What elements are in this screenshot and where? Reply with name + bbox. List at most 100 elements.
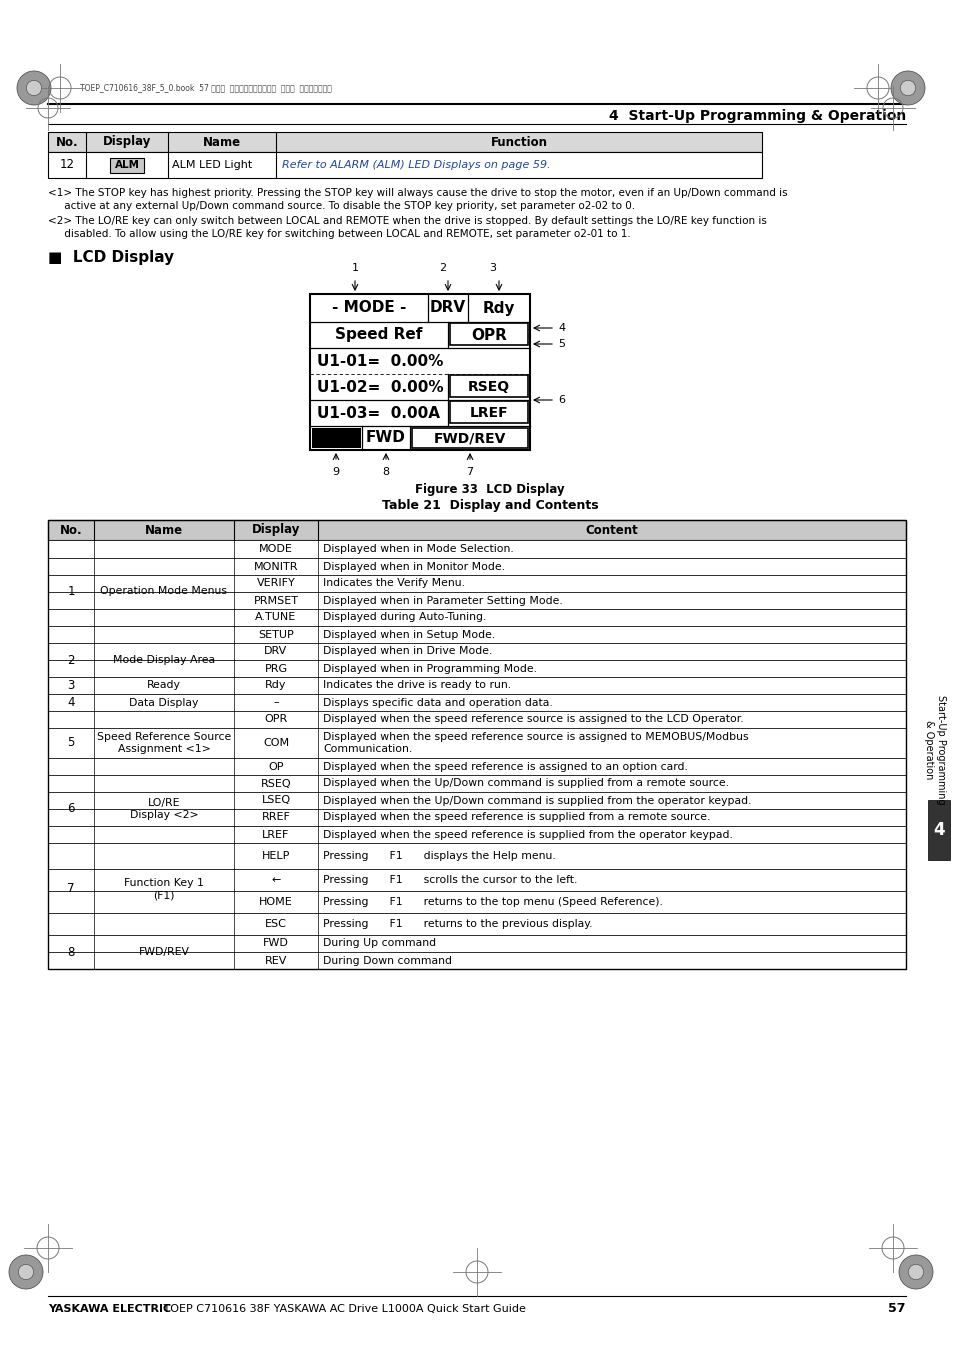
Bar [48, 825, 905, 843]
Text: Displayed during Auto-Tuning.: Displayed during Auto-Tuning. [323, 612, 486, 623]
Text: ESC: ESC [265, 919, 287, 929]
Bar [48, 843, 905, 869]
Text: Displayed when in Programming Mode.: Displayed when in Programming Mode. [323, 663, 537, 674]
Bar [48, 592, 905, 609]
Text: ALM LED Light: ALM LED Light [172, 159, 252, 170]
Text: TOEP_C710616_38F_5_0.book  57 ページ  ２０１３年１２月４日  水曜日  午前９時５６分: TOEP_C710616_38F_5_0.book 57 ページ ２０１３年１２… [80, 84, 332, 92]
Text: Pressing      F1      returns to the previous display.: Pressing F1 returns to the previous disp… [323, 919, 592, 929]
Text: 6: 6 [558, 394, 564, 405]
Text: VERIFY: VERIFY [256, 578, 295, 589]
Text: ALM: ALM [114, 159, 139, 170]
Text: 7: 7 [67, 882, 74, 896]
Text: Indicates the drive is ready to run.: Indicates the drive is ready to run. [323, 681, 511, 690]
Text: During Down command: During Down command [323, 955, 452, 966]
Text: RSEQ: RSEQ [468, 380, 510, 394]
Text: 7: 7 [466, 467, 473, 477]
Text: Rdy: Rdy [482, 300, 515, 316]
Bar [48, 677, 905, 694]
Text: OPR: OPR [264, 715, 287, 724]
Text: Name: Name [145, 523, 183, 536]
Text: Displayed when the speed reference source is assigned to MEMOBUS/Modbus
Communic: Displayed when the speed reference sourc… [323, 732, 748, 754]
Bar [450, 323, 527, 345]
Text: Displayed when in Parameter Setting Mode.: Displayed when in Parameter Setting Mode… [323, 596, 562, 605]
Text: 12: 12 [59, 158, 74, 172]
Text: 1: 1 [351, 263, 358, 273]
Text: Displayed when the speed reference is supplied from the operator keypad.: Displayed when the speed reference is su… [323, 830, 732, 839]
Text: –: – [273, 697, 278, 708]
Text: 3: 3 [489, 263, 496, 273]
Bar [48, 661, 905, 677]
Text: Displayed when in Mode Selection.: Displayed when in Mode Selection. [323, 544, 514, 554]
Text: Display: Display [103, 135, 151, 149]
Text: TOEP C710616 38F YASKAWA AC Drive L1000A Quick Start Guide: TOEP C710616 38F YASKAWA AC Drive L1000A… [160, 1304, 525, 1315]
Text: ■  LCD Display: ■ LCD Display [48, 250, 174, 265]
Text: Displayed when the speed reference is assigned to an option card.: Displayed when the speed reference is as… [323, 762, 687, 771]
Text: 4: 4 [558, 323, 564, 332]
Circle shape [907, 1265, 923, 1279]
Bar [48, 809, 905, 825]
Text: 9: 9 [332, 467, 339, 477]
Text: Displayed when in Setup Mode.: Displayed when in Setup Mode. [323, 630, 495, 639]
Bar [48, 892, 905, 913]
Text: Displays specific data and operation data.: Displays specific data and operation dat… [323, 697, 552, 708]
Text: Name: Name [203, 135, 241, 149]
Text: LREF: LREF [469, 407, 508, 420]
Text: DRV: DRV [264, 647, 287, 657]
Text: 2: 2 [67, 654, 74, 666]
Bar [48, 576, 905, 592]
Text: <1> The STOP key has highest priority. Pressing the STOP key will always cause t: <1> The STOP key has highest priority. P… [48, 188, 787, 211]
Text: Content: Content [585, 523, 638, 536]
Text: 5: 5 [68, 736, 74, 750]
Bar [48, 520, 905, 540]
Text: PRG: PRG [264, 663, 287, 674]
Text: Refer to ALARM (ALM) LED Displays on page 59.: Refer to ALARM (ALM) LED Displays on pag… [282, 159, 550, 170]
Text: 8: 8 [382, 467, 389, 477]
Bar [48, 626, 905, 643]
Bar [48, 935, 905, 952]
Bar [312, 428, 360, 449]
Text: Mode Display Area: Mode Display Area [112, 655, 214, 665]
Bar [48, 694, 905, 711]
Text: U1-01=  0.00%: U1-01= 0.00% [316, 354, 443, 369]
Text: During Up command: During Up command [323, 939, 436, 948]
Text: No.: No. [55, 135, 78, 149]
Text: Displayed when in Monitor Mode.: Displayed when in Monitor Mode. [323, 562, 504, 571]
Bar [48, 728, 905, 758]
Text: Table 21  Display and Contents: Table 21 Display and Contents [381, 500, 598, 512]
Text: Ready: Ready [147, 681, 181, 690]
Text: <2> The LO/RE key can only switch between LOCAL and REMOTE when the drive is sto: <2> The LO/RE key can only switch betwee… [48, 216, 766, 239]
Circle shape [890, 72, 924, 105]
Bar [927, 800, 949, 861]
Text: 4  Start-Up Programming & Operation: 4 Start-Up Programming & Operation [608, 109, 905, 123]
Bar [310, 295, 530, 450]
Text: LSEQ: LSEQ [261, 796, 291, 805]
Text: LREF: LREF [262, 830, 290, 839]
Bar [48, 132, 761, 153]
Text: DRV: DRV [430, 300, 466, 316]
Text: LO/RE
Display <2>: LO/RE Display <2> [130, 798, 198, 820]
Text: YASKAWA ELECTRIC: YASKAWA ELECTRIC [48, 1304, 171, 1315]
Circle shape [18, 1265, 33, 1279]
Bar [48, 558, 905, 576]
Circle shape [17, 72, 51, 105]
Text: MODE: MODE [259, 544, 293, 554]
Bar [48, 153, 761, 178]
Text: 57: 57 [887, 1302, 905, 1316]
Text: MONITR: MONITR [253, 562, 298, 571]
Text: OP: OP [268, 762, 283, 771]
Bar [412, 428, 527, 449]
Text: FWD/REV: FWD/REV [138, 947, 190, 957]
Bar [48, 711, 905, 728]
Text: Start-Up Programming
& Operation: Start-Up Programming & Operation [923, 696, 945, 805]
Text: Figure 33  LCD Display: Figure 33 LCD Display [415, 484, 564, 497]
Text: Displayed when the Up/Down command is supplied from the operator keypad.: Displayed when the Up/Down command is su… [323, 796, 751, 805]
Text: Display: Display [252, 523, 300, 536]
Text: A.TUNE: A.TUNE [255, 612, 296, 623]
Text: No.: No. [60, 523, 82, 536]
Text: Displayed when the speed reference is supplied from a remote source.: Displayed when the speed reference is su… [323, 812, 710, 823]
Text: FWD: FWD [263, 939, 289, 948]
Text: U1-03=  0.00A: U1-03= 0.00A [316, 405, 439, 420]
Bar [48, 913, 905, 935]
Text: Displayed when the speed reference source is assigned to the LCD Operator.: Displayed when the speed reference sourc… [323, 715, 742, 724]
Text: FWD/REV: FWD/REV [434, 431, 506, 444]
